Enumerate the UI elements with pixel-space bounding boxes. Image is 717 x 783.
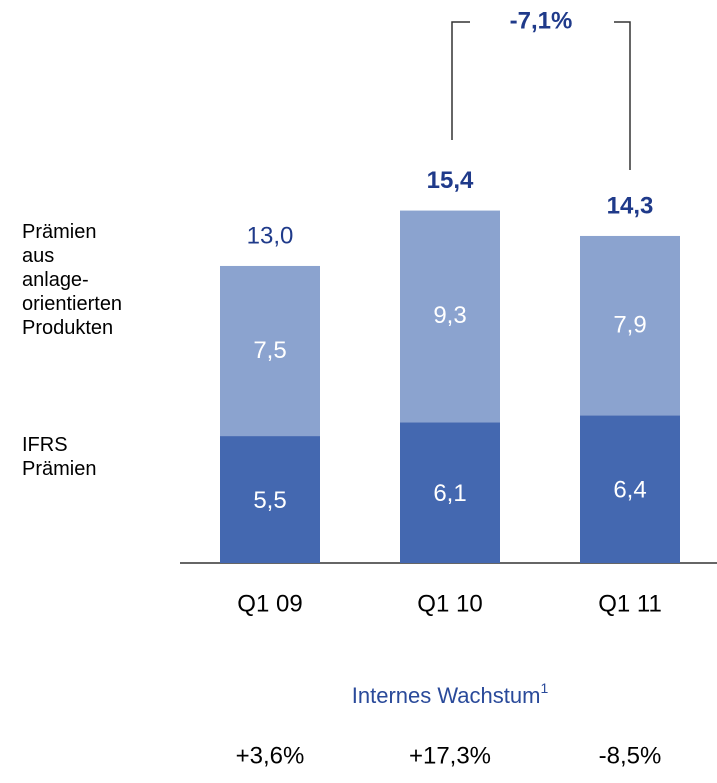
segment-label: 5,5 [253,487,286,514]
x-tick-label: Q1 11 [598,590,662,617]
bar-segment [580,235,680,416]
footnote: 1 [540,680,548,696]
bar-segment [220,436,320,563]
annotation: -7,1% [510,7,573,34]
segment-label: 6,1 [433,480,466,507]
segment-label: 7,5 [253,337,286,364]
growth-title: Internes Wachstum1 [352,680,549,708]
total-label: 15,4 [427,167,474,194]
bar-segment [220,265,320,437]
bar-segment [400,210,500,423]
segment-label: 9,3 [433,302,466,329]
bracket [451,21,631,170]
total-label: 14,3 [607,192,654,219]
legend-anlage: Prämien aus anlage- orientierten Produkt… [22,221,123,339]
bar-segment [580,415,680,563]
x-tick-label: Q1 09 [237,590,302,617]
bar-segment [400,422,500,563]
growth-value: +3,6% [236,742,305,769]
legend-ifrs: IFRS Prämien [22,434,97,480]
total-label: 13,0 [247,222,294,249]
growth-value: +17,3% [409,742,491,769]
segment-label: 7,9 [613,311,646,338]
segment-label: 6,4 [613,476,646,503]
x-tick-label: Q1 10 [417,590,482,617]
growth-title-text: Internes Wachstum [352,683,541,708]
growth-value: -8,5% [599,742,662,769]
